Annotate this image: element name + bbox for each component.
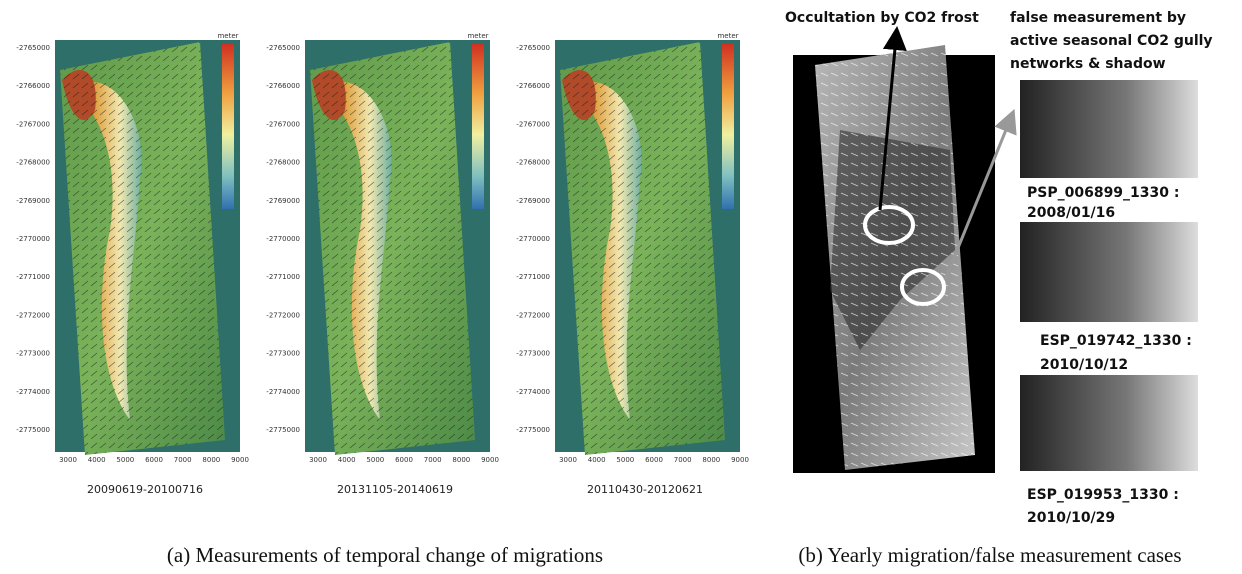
y-tick-label: -2768000 bbox=[266, 159, 300, 167]
y-tick-label: -2774000 bbox=[16, 388, 50, 396]
y-tick-label: -2773000 bbox=[16, 350, 50, 358]
figure: meter -2765000 -2766000 -2767000 -2768000 -27… bbox=[0, 0, 1242, 574]
y-tick-label: -2766000 bbox=[16, 82, 50, 90]
x-tick-label: 9000 bbox=[231, 456, 249, 464]
y-tick-label: -2767000 bbox=[16, 120, 50, 128]
vector-field bbox=[60, 42, 225, 455]
thumb-id: PSP_006899_1330 : bbox=[1027, 185, 1180, 201]
x-tick-label: 3000 bbox=[309, 456, 327, 464]
y-tick-label: -2774000 bbox=[266, 388, 300, 396]
x-tick-label: 4000 bbox=[88, 456, 106, 464]
unit-label: meter bbox=[467, 32, 488, 40]
x-tick-label: 7000 bbox=[174, 456, 192, 464]
y-tick-label: -2768000 bbox=[16, 159, 50, 167]
thumbnail bbox=[1020, 375, 1198, 471]
annotation: active seasonal CO2 gully bbox=[1010, 33, 1213, 49]
y-tick-label: -2769000 bbox=[266, 197, 300, 205]
x-tick-label: 8000 bbox=[452, 456, 470, 464]
y-tick-label: -2773000 bbox=[516, 350, 550, 358]
y-tick-label: -2769000 bbox=[16, 197, 50, 205]
y-tick-label: -2771000 bbox=[266, 273, 300, 281]
y-tick-label: -2768000 bbox=[516, 159, 550, 167]
map: meter -2765000 -2766000 -2767000 -2768000 -27… bbox=[266, 32, 499, 496]
thumb-date: 2010/10/29 bbox=[1027, 510, 1115, 526]
x-tick-label: 7000 bbox=[424, 456, 442, 464]
y-tick-label: -2774000 bbox=[516, 388, 550, 396]
y-tick-label: -2767000 bbox=[266, 120, 300, 128]
x-tick-label: 9000 bbox=[731, 456, 749, 464]
x-tick-label: 4000 bbox=[338, 456, 356, 464]
x-tick-label: 5000 bbox=[366, 456, 384, 464]
caption: (a) Measurements of temporal change of m… bbox=[167, 543, 603, 567]
x-tick-label: 9000 bbox=[481, 456, 499, 464]
thumb-id: ESP_019742_1330 : bbox=[1040, 333, 1192, 349]
y-tick-label: -2771000 bbox=[516, 273, 550, 281]
y-tick-label: -2770000 bbox=[16, 235, 50, 243]
y-tick-label: -2767000 bbox=[516, 120, 550, 128]
y-tick-label: -2773000 bbox=[266, 350, 300, 358]
y-tick-label: -2775000 bbox=[266, 426, 300, 434]
y-tick-label: -2775000 bbox=[516, 426, 550, 434]
x-tick-label: 6000 bbox=[395, 456, 413, 464]
vector-field bbox=[310, 42, 475, 455]
y-tick-label: -2765000 bbox=[266, 44, 300, 52]
y-tick-label: -2772000 bbox=[516, 311, 550, 319]
x-tick-label: 6000 bbox=[645, 456, 663, 464]
caption: (b) Yearly migration/false measurement c… bbox=[798, 543, 1181, 567]
y-tick-label: -2766000 bbox=[516, 82, 550, 90]
colorbar bbox=[722, 44, 734, 209]
thumbnail bbox=[1020, 222, 1198, 322]
x-tick-label: 8000 bbox=[202, 456, 220, 464]
y-tick-label: -2765000 bbox=[16, 44, 50, 52]
y-tick-label: -2771000 bbox=[16, 273, 50, 281]
y-tick-label: -2766000 bbox=[266, 82, 300, 90]
x-tick-label: 7000 bbox=[674, 456, 692, 464]
map-caption: 20131105-20140619 bbox=[337, 483, 453, 496]
unit-label: meter bbox=[717, 32, 738, 40]
colorbar bbox=[472, 44, 484, 209]
x-tick-label: 5000 bbox=[116, 456, 134, 464]
y-tick-label: -2769000 bbox=[516, 197, 550, 205]
colorbar bbox=[222, 44, 234, 209]
y-tick-label: -2775000 bbox=[16, 426, 50, 434]
vector-field bbox=[560, 42, 725, 455]
panel-b: Occultation by CO2 frost false measureme… bbox=[785, 10, 1213, 526]
annotation: networks & shadow bbox=[1010, 56, 1166, 72]
thumb-id: ESP_019953_1330 : bbox=[1027, 487, 1179, 503]
thumb-date: 2010/10/12 bbox=[1040, 357, 1128, 373]
map: meter -2765000 -2766000 -2767000 -2768000 -27… bbox=[16, 32, 249, 496]
unit-label: meter bbox=[217, 32, 238, 40]
annotation: Occultation by CO2 frost bbox=[785, 10, 979, 26]
y-tick-label: -2770000 bbox=[266, 235, 300, 243]
map-caption: 20110430-20120621 bbox=[587, 483, 703, 496]
map: meter -2765000 -2766000 -2767000 -2768000 -27… bbox=[516, 32, 749, 496]
y-tick-label: -2772000 bbox=[16, 311, 50, 319]
x-tick-label: 3000 bbox=[59, 456, 77, 464]
x-tick-label: 4000 bbox=[588, 456, 606, 464]
map-caption: 20090619-20100716 bbox=[87, 483, 203, 496]
x-tick-label: 6000 bbox=[145, 456, 163, 464]
x-tick-label: 5000 bbox=[616, 456, 634, 464]
thumbnail bbox=[1020, 80, 1198, 178]
x-tick-label: 3000 bbox=[559, 456, 577, 464]
y-tick-label: -2772000 bbox=[266, 311, 300, 319]
thumb-date: 2008/01/16 bbox=[1027, 205, 1115, 221]
y-tick-label: -2770000 bbox=[516, 235, 550, 243]
y-tick-label: -2765000 bbox=[516, 44, 550, 52]
panel-a: meter -2765000 -2766000 -2767000 -2768000 -27… bbox=[16, 32, 749, 496]
x-tick-label: 8000 bbox=[702, 456, 720, 464]
annotation: false measurement by bbox=[1010, 10, 1186, 26]
